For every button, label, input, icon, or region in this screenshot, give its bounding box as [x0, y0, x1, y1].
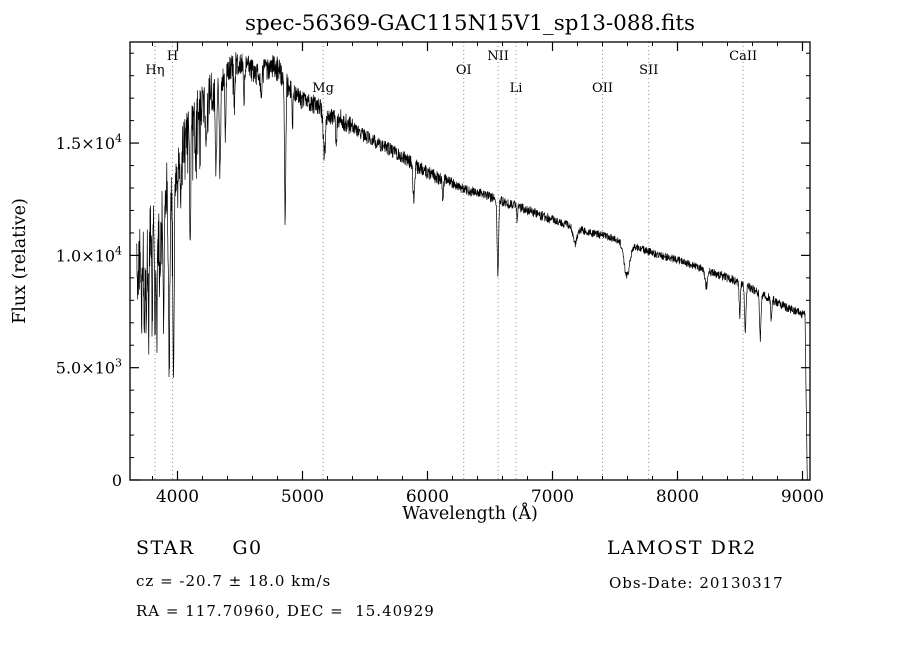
x-tick-label: 5000	[281, 487, 324, 507]
marker-label-H: H	[167, 49, 178, 64]
line-markers: HηH Mg OI NII Li OII SII CaII	[145, 42, 757, 480]
y-tick-label: 1.0×104	[56, 244, 122, 265]
axes: 4000 5000 6000 7000 8000 9000 0 5.0×103 1.0×104 1…	[56, 41, 824, 507]
annotation-survey-release: LAMOST DR2	[607, 537, 757, 559]
annotation-cz-velocity: cz = -20.7 ± 18.0 km/s	[136, 572, 332, 590]
annotation-object-class: STAR G0	[136, 537, 263, 559]
marker-label-OII: OII	[592, 81, 613, 96]
plot-frame	[129, 41, 811, 481]
y-tick-label: 1.5×104	[56, 132, 122, 153]
spectrum-line	[136, 52, 808, 481]
chart-root: HηH Mg OI NII Li OII SII CaII 4000 5000 6000 7000 80…	[56, 41, 824, 507]
y-axis-label: Flux (relative)	[10, 198, 30, 324]
x-axis-label: Wavelength (Å)	[402, 503, 538, 524]
marker-label-SII: SII	[639, 63, 658, 78]
marker-label-Hη: Hη	[145, 63, 164, 78]
x-tick-label: 9000	[781, 487, 824, 507]
x-tick-label: 8000	[656, 487, 699, 507]
marker-label-Mg: Mg	[312, 81, 334, 96]
annotation-obs-date: Obs-Date: 20130317	[609, 574, 784, 592]
chart-title: spec-56369-GAC115N15V1_sp13-088.fits	[245, 11, 695, 36]
x-tick-label: 6000	[406, 487, 449, 507]
annotation-ra-dec: RA = 117.70960, DEC = 15.40929	[136, 602, 435, 620]
marker-label-CaII: CaII	[729, 49, 757, 64]
x-tick-label: 4000	[156, 487, 199, 507]
x-tick-label: 7000	[531, 487, 574, 507]
marker-label-OI: OI	[456, 63, 472, 78]
y-tick-label: 5.0×103	[56, 357, 122, 378]
marker-label-Li: Li	[510, 81, 523, 96]
y-tick-label: 0	[112, 471, 122, 490]
marker-label-NII: NII	[487, 49, 509, 64]
